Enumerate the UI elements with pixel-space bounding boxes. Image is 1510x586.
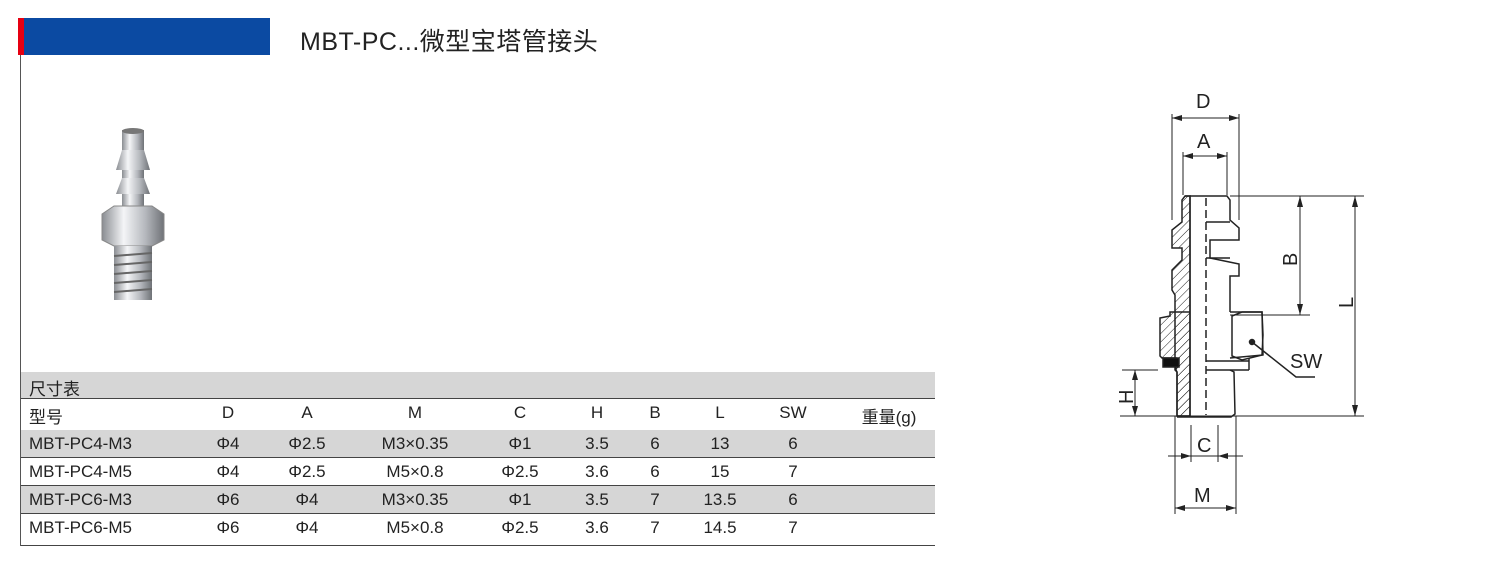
col-sw: SW	[779, 403, 807, 422]
table-cell: Φ4	[295, 518, 319, 537]
table-cell: 6	[788, 490, 798, 509]
table-cell: 6	[788, 434, 798, 453]
table-cell: Φ4	[295, 490, 319, 509]
table-cell: 7	[650, 490, 660, 509]
table-cell: 7	[650, 518, 660, 537]
table-cell: Φ6	[216, 518, 240, 537]
left-border	[20, 55, 21, 546]
accent-red-bar	[18, 18, 24, 55]
table-caption: 尺寸表	[29, 380, 80, 399]
table-cell: MBT-PC4-M5	[29, 462, 132, 481]
table-cell: 13.5	[703, 490, 737, 509]
table-cell: 3.5	[585, 434, 609, 453]
col-weight: 重量(g)	[861, 408, 917, 427]
table-cell: Φ1	[508, 490, 532, 509]
col-d: D	[221, 403, 235, 422]
page-title: MBT-PC...微型宝塔管接头	[300, 28, 599, 56]
dim-label-b: B	[1280, 253, 1302, 266]
dim-label-h: H	[1116, 390, 1138, 404]
table-cell: Φ2.5	[288, 434, 326, 453]
table-cell: Φ6	[216, 490, 240, 509]
table-cell: MBT-PC6-M3	[29, 490, 132, 509]
table-row: MBT-PC6-M3 Φ6 Φ4 M3×0.35 Φ1 3.5 7 13.5 6	[21, 486, 935, 514]
table-cell: 15	[710, 462, 730, 481]
table-header: 型号 D A M C H B L SW 重量(g)	[21, 398, 935, 431]
col-l: L	[715, 403, 725, 422]
col-a: A	[301, 403, 313, 422]
table-cell: 7	[788, 462, 798, 481]
table-cell: 13	[710, 434, 730, 453]
table-cell: M3×0.35	[381, 490, 449, 509]
table-cell: 3.6	[585, 462, 609, 481]
table-row: MBT-PC4-M5 Φ4 Φ2.5 M5×0.8 Φ2.5 3.6 6 15 7	[21, 458, 935, 486]
table-row: MBT-PC6-M5 Φ6 Φ4 M5×0.8 Φ2.5 3.6 7 14.5 7	[21, 514, 935, 546]
table-cell: 3.5	[585, 490, 609, 509]
accent-blue-bar	[24, 18, 270, 55]
table-cell: M5×0.8	[386, 462, 444, 481]
col-model: 型号	[29, 408, 63, 427]
table-cell: M5×0.8	[386, 518, 444, 537]
table-cell: 6	[650, 434, 660, 453]
table-cell: Φ2.5	[501, 518, 539, 537]
table-caption-row: 尺寸表	[21, 372, 935, 399]
col-m: M	[407, 403, 423, 422]
table-cell: MBT-PC6-M5	[29, 518, 132, 537]
table-cell: Φ2.5	[501, 462, 539, 481]
product-photo	[101, 128, 165, 300]
table-cell: 7	[788, 518, 798, 537]
table-cell: Φ2.5	[288, 462, 326, 481]
table-cell: M3×0.35	[381, 434, 449, 453]
dim-label-c: C	[1197, 435, 1211, 457]
col-c: C	[513, 403, 527, 422]
table-row: MBT-PC4-M3 Φ4 Φ2.5 M3×0.35 Φ1 3.5 6 13 6	[21, 430, 935, 458]
table-cell: Φ4	[216, 462, 240, 481]
col-b: B	[649, 403, 661, 422]
table-cell: 14.5	[703, 518, 737, 537]
dim-label-sw: SW	[1290, 351, 1322, 373]
dim-label-m: M	[1194, 485, 1211, 507]
dim-label-a: A	[1197, 131, 1211, 153]
dim-label-d: D	[1196, 91, 1210, 113]
table-cell: 3.6	[585, 518, 609, 537]
table-cell: 6	[650, 462, 660, 481]
table-cell: MBT-PC4-M3	[29, 434, 132, 453]
table-cell: Φ1	[508, 434, 532, 453]
table-cell: Φ4	[216, 434, 240, 453]
col-h: H	[590, 403, 604, 422]
technical-drawing: D A B L SW H C M	[1116, 91, 1364, 514]
dim-label-l: L	[1336, 297, 1358, 308]
